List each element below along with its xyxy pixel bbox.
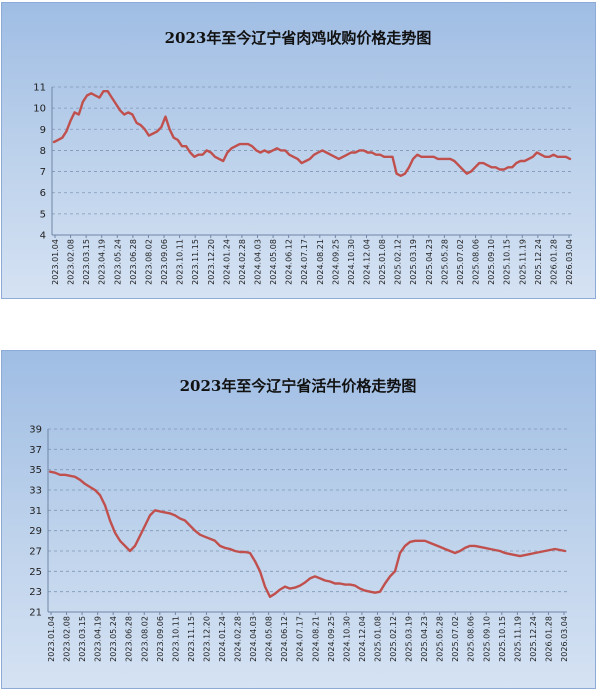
x-tick-label: 2024.09.25 bbox=[331, 239, 340, 285]
y-tick-label: 11 bbox=[33, 83, 46, 94]
x-tick-label: 2024.12.04 bbox=[363, 239, 372, 285]
x-tick-label: 2024.08.21 bbox=[311, 616, 320, 662]
x-tick-label: 2024.05.08 bbox=[265, 616, 274, 662]
x-tick-label: 2023.03.15 bbox=[78, 616, 87, 662]
cattle-price-chart-panel: 2023年至今辽宁省活牛价格走势图 21 23 25 27 29 31 33 35 37 39 20… bbox=[1, 350, 596, 689]
y-tick-label: 27 bbox=[29, 547, 42, 558]
x-tick-label: 2023.08.02 bbox=[144, 239, 153, 285]
x-tick-label: 2023.05.24 bbox=[109, 616, 118, 662]
y-tick-label: 33 bbox=[29, 486, 42, 497]
y-tick-label: 8 bbox=[40, 146, 46, 157]
y-tick-label: 31 bbox=[29, 506, 42, 517]
x-tick-label: 2024.04.03 bbox=[253, 239, 262, 285]
chicken-price-chart: 2023年至今辽宁省肉鸡收购价格走势图 4 5 6 7 8 9 10 11 2023.01.04… bbox=[33, 29, 574, 285]
x-tick-label: 2024.09.25 bbox=[327, 616, 336, 662]
x-tick-label: 2024.04.03 bbox=[249, 616, 258, 662]
x-tick-label: 2024.07.17 bbox=[296, 616, 305, 662]
y-tick-label: 35 bbox=[29, 465, 42, 476]
y-tick-label: 25 bbox=[29, 567, 42, 578]
x-tick-label: 2023.08.02 bbox=[140, 616, 149, 662]
series-line bbox=[48, 470, 567, 599]
x-tick-label: 2025.08.06 bbox=[472, 239, 481, 285]
x-tick-label: 2025.02.12 bbox=[394, 239, 403, 285]
y-tick-label: 5 bbox=[40, 209, 46, 220]
x-tick-label: 2023.03.15 bbox=[82, 239, 91, 285]
x-tick-label: 2023.06.28 bbox=[129, 239, 138, 285]
x-tick-label: 2025.05.28 bbox=[440, 239, 449, 285]
y-tick-label: 9 bbox=[40, 125, 46, 136]
y-tick-label: 29 bbox=[29, 526, 42, 537]
x-tick-label: 2025.11.19 bbox=[518, 239, 527, 285]
y-tick-label: 39 bbox=[29, 425, 42, 436]
x-tick-label: 2023.10.11 bbox=[176, 239, 185, 285]
y-tick-label: 23 bbox=[29, 587, 42, 598]
x-tick-label: 2025.03.19 bbox=[409, 239, 418, 285]
x-tick-label: 2023.04.19 bbox=[94, 616, 103, 662]
y-tick-label: 10 bbox=[33, 104, 46, 115]
x-tick-label: 2025.09.10 bbox=[482, 616, 491, 662]
x-tick-label: 2024.01.24 bbox=[222, 239, 231, 285]
x-tick-label: 2026.03.04 bbox=[565, 239, 574, 285]
x-tick-label: 2024.07.17 bbox=[300, 239, 309, 285]
x-tick-label: 2024.08.21 bbox=[316, 239, 325, 285]
x-tick-label: 2025.03.19 bbox=[405, 616, 414, 662]
y-tick-label: 4 bbox=[40, 231, 46, 242]
x-tick-label: 2025.04.23 bbox=[425, 239, 434, 285]
x-tick-label: 2026.03.04 bbox=[560, 616, 569, 662]
x-tick-label: 2023.11.15 bbox=[187, 616, 196, 662]
x-tick-label: 2023.10.11 bbox=[171, 616, 180, 662]
x-tick-label: 2023.01.04 bbox=[51, 239, 60, 285]
x-tick-label: 2026.01.28 bbox=[549, 239, 558, 285]
x-tick-label: 2025.07.02 bbox=[451, 616, 460, 662]
x-tick-label: 2025.04.23 bbox=[420, 616, 429, 662]
x-tick-label: 2024.02.28 bbox=[234, 616, 243, 662]
x-tick-label: 2024.06.12 bbox=[280, 616, 289, 662]
x-tick-label: 2023.02.08 bbox=[67, 239, 76, 285]
x-tick-label: 2024.12.04 bbox=[358, 616, 367, 662]
x-tick-label: 2025.10.15 bbox=[503, 239, 512, 285]
y-tick-label: 6 bbox=[40, 188, 46, 199]
x-tick-label: 2025.07.02 bbox=[456, 239, 465, 285]
x-tick-label: 2025.09.10 bbox=[487, 239, 496, 285]
chart-title: 2023年至今辽宁省活牛价格走势图 bbox=[180, 377, 417, 395]
x-tick-label: 2025.12.24 bbox=[529, 616, 538, 662]
x-tick-label: 2023.09.06 bbox=[156, 616, 165, 662]
x-tick-label: 2025.01.08 bbox=[373, 616, 382, 662]
y-tick-label: 7 bbox=[40, 167, 46, 178]
x-tick-label: 2024.02.28 bbox=[238, 239, 247, 285]
x-tick-label: 2023.06.28 bbox=[125, 616, 134, 662]
cattle-price-chart: 2023年至今辽宁省活牛价格走势图 21 23 25 27 29 31 33 35 37 39 20… bbox=[29, 377, 569, 662]
chart-title: 2023年至今辽宁省肉鸡收购价格走势图 bbox=[165, 29, 432, 47]
x-tick-label: 2023.12.20 bbox=[207, 239, 216, 285]
chicken-price-chart-panel: 2023年至今辽宁省肉鸡收购价格走势图 4 5 6 7 8 9 10 11 2023.01.04… bbox=[1, 2, 596, 299]
x-tick-label: 2025.01.08 bbox=[378, 239, 387, 285]
x-tick-label: 2024.05.08 bbox=[269, 239, 278, 285]
series-line bbox=[52, 89, 572, 178]
y-tick-label: 21 bbox=[29, 608, 42, 619]
x-tick-label: 2023.04.19 bbox=[98, 239, 107, 285]
x-tick-label: 2025.12.24 bbox=[534, 239, 543, 285]
x-tick-label: 2024.01.24 bbox=[218, 616, 227, 662]
x-tick-label: 2023.02.08 bbox=[63, 616, 72, 662]
x-tick-label: 2025.10.15 bbox=[498, 616, 507, 662]
x-tick-label: 2026.01.28 bbox=[544, 616, 553, 662]
x-tick-label: 2024.06.12 bbox=[285, 239, 294, 285]
x-tick-label: 2024.10.30 bbox=[342, 616, 351, 662]
x-tick-label: 2023.01.04 bbox=[47, 616, 56, 662]
x-tick-label: 2023.12.20 bbox=[202, 616, 211, 662]
x-tick-label: 2025.05.28 bbox=[436, 616, 445, 662]
x-tick-label: 2023.09.06 bbox=[160, 239, 169, 285]
x-tick-label: 2025.08.06 bbox=[467, 616, 476, 662]
x-tick-label: 2024.10.30 bbox=[347, 239, 356, 285]
x-tick-label: 2025.11.19 bbox=[513, 616, 522, 662]
x-tick-label: 2023.11.15 bbox=[191, 239, 200, 285]
y-tick-label: 37 bbox=[29, 445, 42, 456]
x-tick-label: 2023.05.24 bbox=[113, 239, 122, 285]
x-tick-label: 2025.02.12 bbox=[389, 616, 398, 662]
